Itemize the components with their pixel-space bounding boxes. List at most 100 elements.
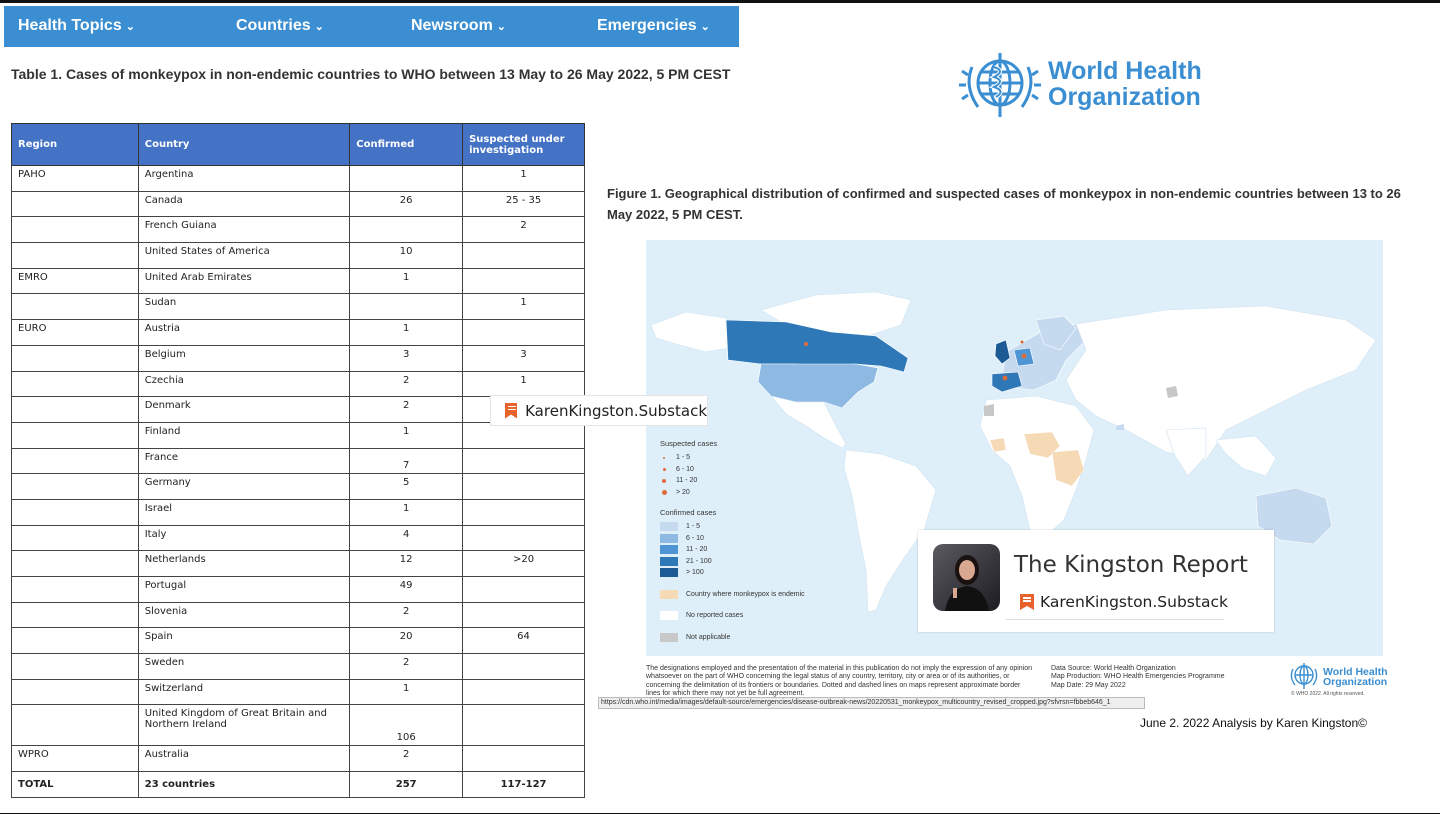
substack-tag[interactable]: KarenKingston.Substack bbox=[490, 395, 708, 426]
legend-confirmed-title: Confirmed cases bbox=[660, 508, 717, 517]
legend-label: 1 - 5 bbox=[676, 454, 691, 462]
table-row: EMRO United Arab Emirates 1 bbox=[11, 267, 585, 295]
swatch bbox=[660, 611, 678, 621]
chevron-down-icon: ⌄ bbox=[700, 20, 710, 33]
substack-tag-label: KarenKingston.Substack bbox=[525, 401, 707, 420]
cases-table: Region Country Confirmed Suspected under… bbox=[11, 123, 585, 798]
legend-suspected-2: 6 - 10 bbox=[660, 464, 805, 476]
cell-suspected bbox=[462, 601, 585, 629]
cell-suspected bbox=[462, 498, 585, 526]
cell-confirmed: 1 bbox=[349, 319, 464, 346]
chevron-down-icon: ⌄ bbox=[496, 20, 507, 33]
table-row: PAHO Argentina 1 bbox=[11, 165, 585, 192]
legend-confirmed-3: 11 - 20 bbox=[660, 544, 805, 556]
cell-region bbox=[11, 576, 139, 603]
cell-confirmed bbox=[349, 293, 464, 321]
data-source: Data Source: World Health Organization bbox=[1051, 665, 1176, 672]
legend-confirmed-1: 1 - 5 bbox=[660, 521, 805, 533]
who-emblem-icon bbox=[1290, 663, 1318, 689]
cell-country: Germany bbox=[137, 473, 351, 500]
cell-country: Finland bbox=[137, 421, 351, 449]
swatch bbox=[660, 545, 678, 555]
total-region: TOTAL bbox=[11, 771, 139, 798]
cell-suspected: 1 bbox=[462, 293, 585, 321]
table-row: Sudan 1 bbox=[11, 293, 585, 321]
cell-suspected bbox=[462, 267, 585, 295]
cell-country: Denmark bbox=[137, 396, 351, 423]
legend-label: 1 - 5 bbox=[686, 523, 701, 531]
legend-label: Country where monkeypox is endemic bbox=[686, 590, 805, 598]
cell-country: Portugal bbox=[137, 576, 351, 603]
cell-region: PAHO bbox=[11, 165, 139, 192]
table-row: Canada 26 25 - 35 bbox=[11, 190, 585, 218]
map-source: Data Source: World Health Organization M… bbox=[1051, 665, 1225, 690]
cell-country: Belgium bbox=[137, 344, 351, 372]
cell-suspected bbox=[462, 524, 585, 552]
who-emblem-icon bbox=[959, 53, 1041, 117]
legend-label: No reported cases bbox=[686, 612, 744, 620]
cell-confirmed: 2 bbox=[349, 601, 464, 629]
cell-suspected bbox=[462, 745, 585, 773]
chevron-down-icon: ⌄ bbox=[125, 20, 135, 33]
col-header-confirmed: Confirmed bbox=[349, 123, 464, 166]
map-disclaimer: The designations employed and the presen… bbox=[646, 665, 1033, 698]
legend-label: Not applicable bbox=[686, 633, 731, 641]
kingston-subtitle-label: KarenKingston.Substack bbox=[1040, 593, 1228, 611]
dot-icon bbox=[662, 478, 666, 483]
cell-suspected bbox=[462, 242, 585, 269]
cell-confirmed: 2 bbox=[349, 653, 464, 680]
cell-confirmed: 106 bbox=[349, 704, 464, 747]
cell-suspected: 1 bbox=[462, 165, 585, 192]
cell-country: Italy bbox=[137, 524, 351, 552]
legend-label: 11 - 20 bbox=[686, 546, 708, 554]
table-total-row: TOTAL 23 countries 257 117-127 bbox=[11, 771, 585, 798]
kingston-subtitle: KarenKingston.Substack bbox=[1020, 593, 1228, 611]
table-row: Belgium 3 3 bbox=[11, 344, 585, 372]
who-copyright: © WHO 2022. All rights reserved. bbox=[1291, 691, 1365, 697]
cell-region bbox=[11, 704, 139, 747]
table-row: Germany 5 bbox=[11, 473, 585, 500]
nav-label: Countries bbox=[236, 17, 311, 34]
chevron-down-icon: ⌄ bbox=[314, 20, 324, 33]
swatch bbox=[660, 556, 678, 566]
substack-bookmark-icon bbox=[1020, 594, 1034, 610]
nav-countries[interactable]: Countries ⌄ bbox=[236, 17, 324, 35]
cell-country: Slovenia bbox=[137, 601, 351, 629]
cell-country: Sudan bbox=[137, 293, 351, 321]
cell-suspected: 25 - 35 bbox=[462, 190, 585, 218]
cell-suspected: 3 bbox=[462, 344, 585, 372]
cell-confirmed: 10 bbox=[349, 242, 464, 269]
table-row: Slovenia 2 bbox=[11, 601, 585, 629]
table-row: Italy 4 bbox=[11, 524, 585, 552]
cell-confirmed: 1 bbox=[349, 267, 464, 295]
cell-region bbox=[11, 190, 139, 218]
cell-suspected bbox=[462, 704, 585, 747]
nav-label: Newsroom bbox=[411, 17, 493, 34]
cell-suspected bbox=[462, 319, 585, 346]
nav-emergencies[interactable]: Emergencies ⌄ bbox=[597, 17, 710, 35]
kingston-report-card[interactable]: The Kingston Report KarenKingston.Substa… bbox=[918, 530, 1274, 632]
who-small-wordmark: World Health Organization bbox=[1323, 667, 1388, 688]
nav-newsroom[interactable]: Newsroom ⌄ bbox=[411, 17, 506, 35]
cell-region: EURO bbox=[11, 319, 139, 346]
substack-bookmark-icon bbox=[505, 402, 518, 419]
cell-region bbox=[11, 473, 139, 500]
table-row: Portugal 49 bbox=[11, 576, 585, 603]
swatch bbox=[660, 589, 678, 599]
cell-confirmed bbox=[349, 216, 464, 244]
nav-health-topics[interactable]: Health Topics ⌄ bbox=[18, 17, 135, 35]
swatch bbox=[660, 568, 678, 578]
dot-icon bbox=[662, 467, 666, 471]
legend-label: > 20 bbox=[676, 488, 690, 496]
legend-confirmed-2: 6 - 10 bbox=[660, 533, 805, 545]
table-row: French Guiana 2 bbox=[11, 216, 585, 244]
figure-title: Figure 1. Geographical distribution of c… bbox=[607, 186, 1401, 222]
table-row: United States of America 10 bbox=[11, 242, 585, 269]
cell-region bbox=[11, 550, 139, 577]
who-small-line2: Organization bbox=[1323, 676, 1388, 688]
cell-region bbox=[11, 678, 139, 706]
map-production: Map Production: WHO Health Emergencies P… bbox=[1051, 673, 1225, 681]
cell-confirmed: 2 bbox=[349, 396, 464, 423]
cell-region bbox=[11, 601, 139, 629]
